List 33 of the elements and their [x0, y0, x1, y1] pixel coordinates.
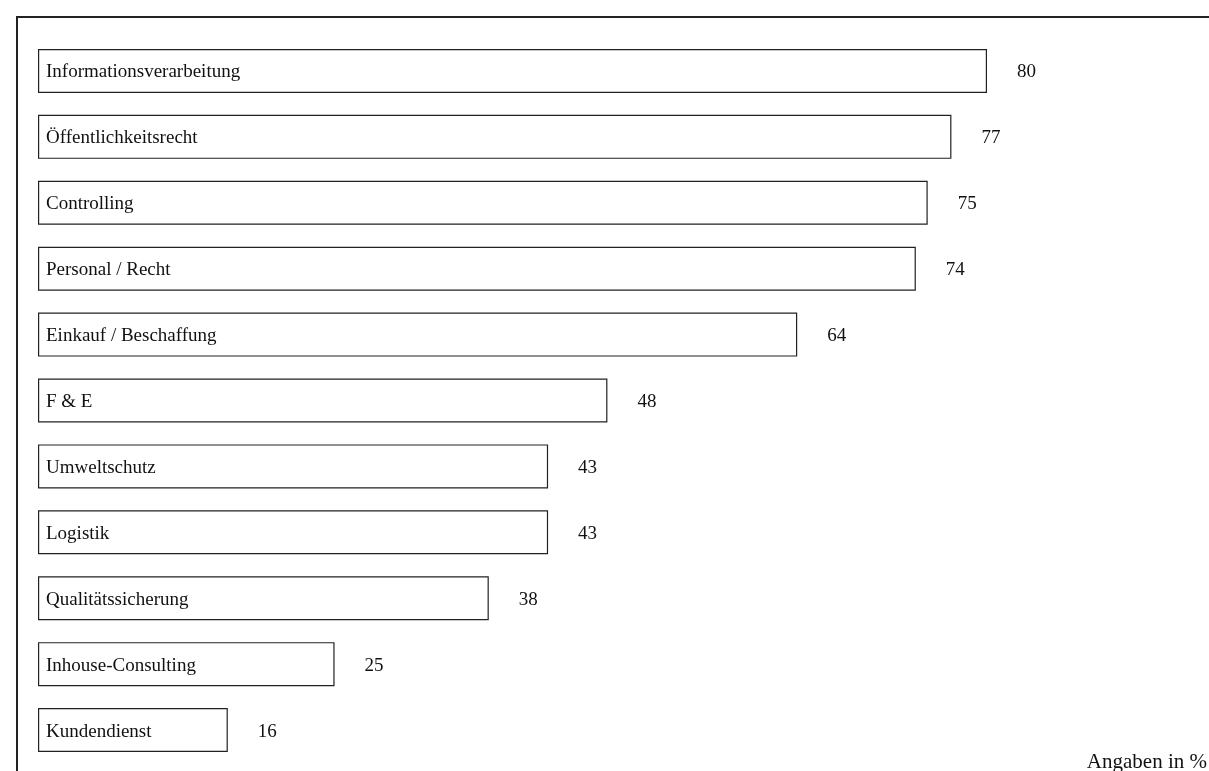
y-tick-label: Einkauf / Beschaffung	[46, 324, 218, 346]
y-tick-label: Informationsverarbeitung	[46, 60, 241, 82]
y-tick-label: Qualitätssicherung	[46, 587, 189, 609]
y-tick-label: Controlling	[46, 192, 135, 214]
data-label: 48	[637, 390, 657, 411]
bar	[38, 444, 549, 489]
y-tick-label: Logistik	[46, 521, 110, 543]
data-label: 77	[981, 126, 1001, 148]
data-label: 25	[364, 653, 384, 675]
bar	[38, 246, 916, 291]
bar	[38, 576, 489, 621]
y-tick-label: F & E	[46, 390, 93, 411]
bar	[38, 312, 798, 357]
data-label: 80	[1017, 60, 1036, 82]
bar	[38, 708, 228, 753]
bar	[38, 114, 952, 159]
data-label: 16	[257, 719, 277, 741]
y-tick-label: Kundendienst	[46, 719, 153, 741]
bar	[38, 378, 608, 423]
y-tick-label: Umweltschutz	[46, 455, 156, 477]
y-tick-label: Öffentlichkeitsrecht	[46, 126, 199, 148]
data-label: 38	[518, 587, 538, 609]
bar	[38, 48, 987, 93]
bar	[38, 180, 928, 225]
data-label: 75	[957, 192, 977, 214]
y-tick-label: Personal / Recht	[46, 258, 172, 280]
y-tick-label: Inhouse-Consulting	[46, 653, 197, 675]
bar	[38, 510, 549, 555]
data-label: 64	[827, 324, 847, 346]
data-label: 43	[578, 455, 598, 477]
bar	[38, 642, 335, 687]
data-label: 43	[578, 521, 598, 543]
data-label: 74	[945, 258, 966, 280]
